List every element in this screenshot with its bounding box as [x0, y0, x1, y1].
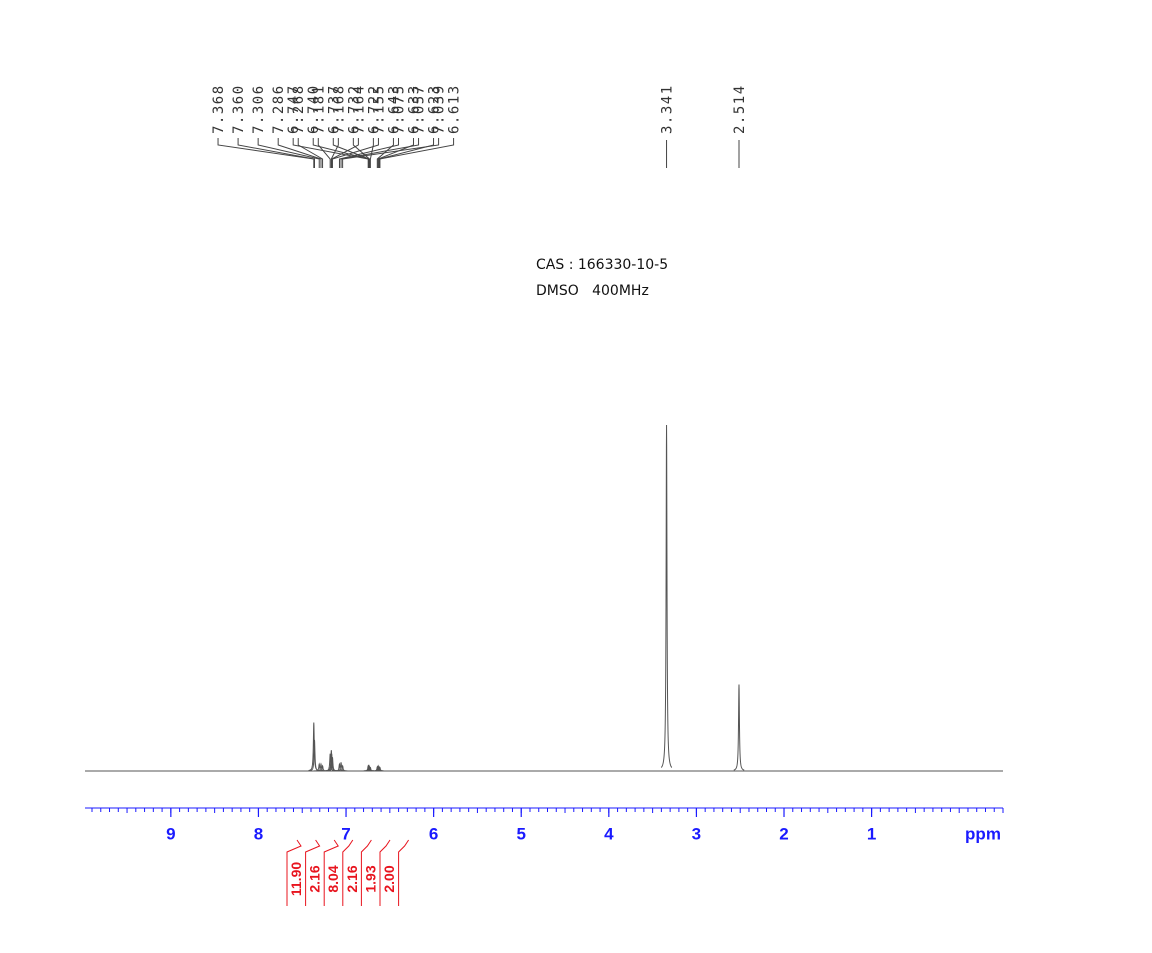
x-tick-label: 2	[779, 824, 788, 843]
peak	[660, 424, 673, 768]
x-tick-label: 1	[867, 824, 876, 843]
peak-label: 6.722	[366, 84, 382, 134]
x-tick-label: 5	[516, 824, 525, 843]
integral-bracket	[398, 839, 410, 906]
x-tick-label: 6	[429, 824, 438, 843]
annotation: CAS : 166330-10-5	[536, 257, 668, 273]
annotation: DMSO 400MHz	[536, 283, 649, 299]
peak-label: 7.268	[291, 84, 307, 134]
peak	[337, 764, 348, 772]
peak-label: 6.737	[326, 84, 342, 134]
peak-label: 7.057	[412, 84, 428, 134]
peak-connector	[237, 138, 315, 168]
peak-connector	[379, 138, 455, 168]
integral-label: 2.16	[344, 865, 360, 892]
integral-bracket	[305, 839, 321, 906]
peak-connector	[331, 138, 359, 168]
integral-bracket	[286, 839, 302, 906]
peak-label: 7.155	[371, 84, 387, 134]
peak-connector	[257, 138, 320, 168]
x-axis-label: ppm	[965, 824, 1001, 843]
integral-label: 2.16	[307, 865, 323, 892]
integral-bracket	[360, 839, 372, 906]
peak-connector	[377, 138, 414, 168]
peak	[374, 766, 386, 772]
integral-label: 1.93	[362, 865, 378, 892]
peak-label: 6.740	[306, 84, 322, 134]
integral-label: 8.04	[325, 865, 341, 892]
integral-bracket	[323, 839, 339, 906]
peak-label: 7.168	[331, 84, 347, 134]
peak-label: 6.643	[386, 84, 402, 134]
peak-label: 6.747	[286, 84, 302, 134]
peak-label: 6.613	[447, 84, 463, 134]
peak-label: 7.306	[251, 84, 267, 134]
peak-label: 7.164	[351, 84, 367, 134]
peak-connector	[292, 138, 369, 168]
peak-label: 3.341	[660, 84, 676, 134]
peak-connector	[277, 138, 322, 168]
peak-label: 7.181	[311, 84, 327, 134]
x-tick-label: 8	[254, 824, 263, 843]
peak-connector	[217, 138, 315, 168]
peak-label: 2.514	[732, 84, 748, 134]
x-tick-label: 9	[166, 824, 175, 843]
peak-connector	[369, 138, 374, 168]
integral-bracket	[342, 839, 354, 906]
peak-connector	[376, 138, 394, 168]
peak-label: 6.623	[427, 84, 443, 134]
peak-label: 7.286	[271, 84, 287, 134]
peak-connector	[297, 138, 324, 168]
peak-connector	[378, 138, 435, 168]
x-tick-label: 3	[692, 824, 701, 843]
peak-label: 7.368	[211, 84, 227, 134]
peak-label: 7.039	[432, 84, 448, 134]
x-tick-label: 7	[341, 824, 350, 843]
peak-label: 7.075	[391, 84, 407, 134]
peak-connector	[342, 138, 440, 168]
x-tick-label: 4	[604, 824, 614, 843]
peak-connector	[352, 138, 371, 168]
peak-connector	[317, 138, 331, 168]
integral-label: 2.00	[381, 865, 397, 892]
integral-label: 11.90	[288, 862, 304, 896]
peak-connector	[331, 138, 379, 168]
peak-connector	[338, 138, 399, 168]
peak	[733, 684, 745, 771]
peak-label: 6.633	[406, 84, 422, 134]
peak-connector	[340, 138, 420, 168]
peak-label: 6.732	[346, 84, 362, 134]
peak-label: 7.360	[231, 84, 247, 134]
integral-bracket	[379, 839, 391, 906]
